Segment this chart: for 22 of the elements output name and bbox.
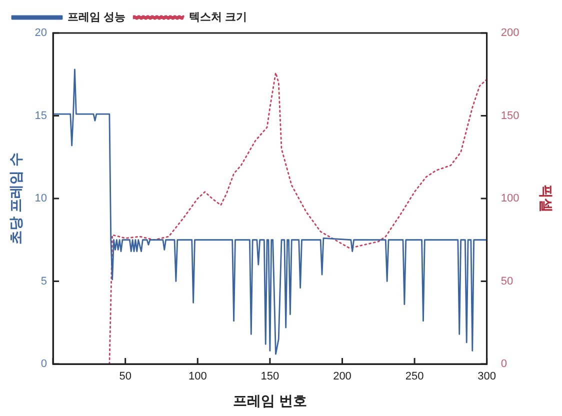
x-tick-label: 300 — [478, 370, 496, 383]
y2-tick-label: 200 — [500, 27, 520, 40]
y-tick-label: 0 — [40, 358, 48, 370]
y-axis-title: 초당 프레임 수 — [7, 152, 24, 244]
y2-tick-label: 100 — [500, 192, 520, 205]
y2-tick-label: 150 — [500, 110, 520, 122]
y-tick-label: 5 — [40, 275, 48, 288]
line-series — [108, 72, 487, 364]
y2-tick-label: 0 — [500, 358, 507, 370]
y2-axis-title: 픽셀 — [538, 184, 555, 212]
y2-tick-label: 50 — [500, 275, 514, 288]
y-tick-label: 15 — [34, 110, 48, 122]
x-tick-label: 250 — [405, 370, 424, 383]
x-tick-label: 50 — [119, 370, 132, 383]
legend-label: 프레임 성능 — [68, 12, 126, 24]
x-tick-label: 100 — [188, 370, 207, 383]
y-tick-label: 20 — [34, 27, 48, 40]
legend-label: 텍스처 크기 — [189, 12, 248, 24]
y-tick-label: 10 — [34, 192, 48, 205]
x-tick-label: 150 — [260, 370, 280, 383]
x-axis-title: 프레임 번호 — [232, 392, 307, 408]
x-tick-label: 200 — [333, 370, 352, 383]
